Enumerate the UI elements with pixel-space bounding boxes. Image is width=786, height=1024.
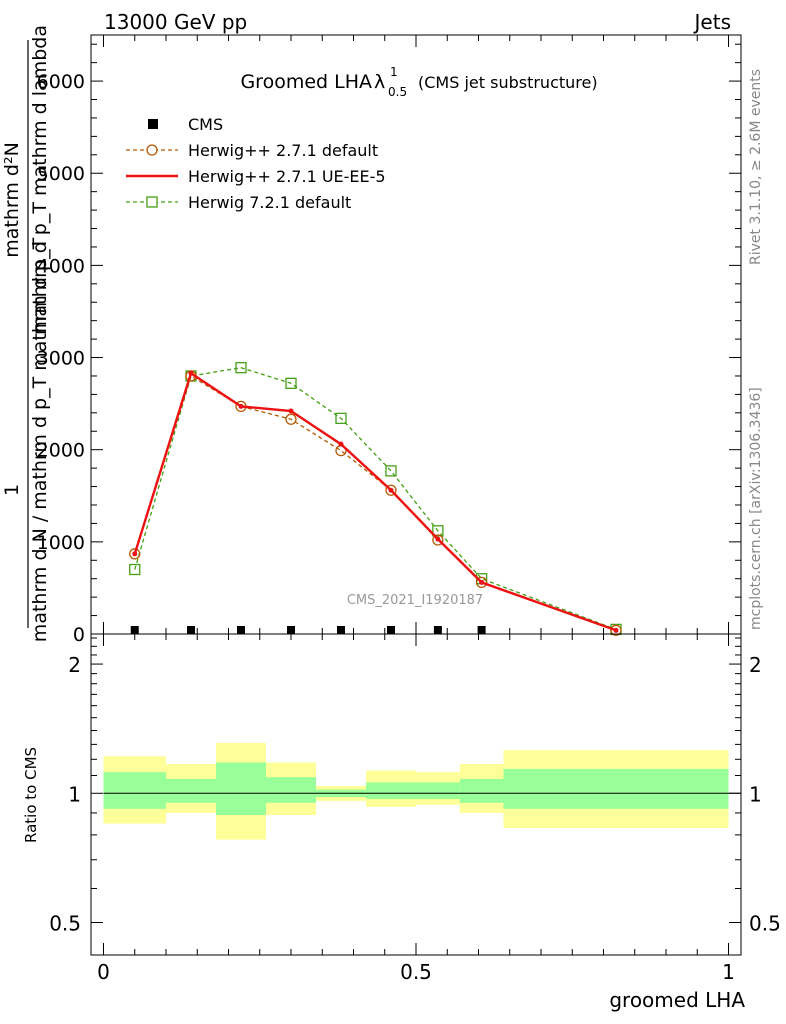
cms-data-point [187,626,195,634]
cms-data-point [130,626,139,634]
energy-label: 13000 GeV pp [104,10,247,34]
ratio-y-tick-labels: 0.5 0.5 1 1 2 2 [49,653,781,935]
series-marker-square [285,377,297,389]
x-tick-label: 1 [722,960,735,984]
series-marker-dot [288,408,294,414]
series-marker-square [129,563,141,576]
cms-data-point [433,626,442,634]
ratio-y-tick-label-right: 0.5 [749,911,781,935]
plot-title-sub: 0.5 [388,85,407,99]
y-axis-label-den: mathrm d N / mathrm d p_T mathrm d p_T [29,237,51,642]
plot-title-suffix: (CMS jet substructure) [418,73,598,92]
y-tick-label: 1000 [37,532,85,554]
x-tick-label: 0.5 [400,960,432,984]
y-tick-label: 0 [73,624,85,646]
ratio-y-tick-label-right: 1 [749,782,762,806]
legend-circle-marker [146,144,158,156]
legend-square-marker [146,196,158,208]
ratio-y-tick-label-left: 1 [68,782,81,806]
series-marker-dot [188,370,194,376]
category-label: Jets [693,10,731,34]
ratio-y-tick-label-right: 2 [749,653,762,677]
ratio-inner-band [216,762,266,816]
main-panel-ticks [91,35,741,635]
series-marker-square [235,362,247,374]
ratio-inner-band [416,782,460,799]
y-axis-label-num: 1 [1,484,23,496]
series-marker-dot [479,579,485,585]
y-axis-label-line2: mathrm d p_T mathrm d lambda [29,25,51,335]
x-tick-labels: 0 0.5 1 [97,960,735,984]
legend-label: CMS [188,115,223,134]
series-marker-circle [129,548,141,560]
series-marker-square [335,412,347,425]
legend-label: Herwig++ 2.7.1 UE-EE-5 [188,167,386,186]
mcplots-label: mcplots.cern.ch [arXiv:1306.3436] [748,387,764,630]
series-line [134,367,617,631]
series-marker-square [432,525,444,537]
series-marker-circle [432,534,444,546]
ratio-inner-band [266,777,316,803]
series-marker-circle [475,576,488,589]
ratio-inner-band [503,768,729,809]
series-marker-circle [285,413,297,425]
ratio-inner-band [166,778,216,803]
x-tick-label: 0 [97,960,110,984]
plot-title-sup: 1 [390,65,398,79]
series-marker-circle [610,624,622,636]
legend-cms-marker [148,119,158,129]
plot-title-main: Groomed LHA [240,71,372,93]
ratio-y-axis-label: Ratio to CMS [22,747,40,843]
ratio-y-tick-label-left: 2 [68,653,81,677]
cms-data-point [337,626,345,634]
series-marker-dot [388,487,394,493]
legend-label: Herwig 7.2.1 default [188,193,351,212]
series-marker-dot [238,403,244,409]
rivet-version-label: Rivet 3.1.10, ≥ 2.6M events [748,69,764,265]
cms-data-point [287,626,295,634]
plot-title: Groomed LHA λ 1 0.5 (CMS jet substructur… [240,65,597,99]
cms-data-point [477,626,486,634]
ratio-inner-band [459,778,504,803]
ratio-inner-band [366,782,416,799]
ratio-bands-group [103,742,741,840]
main-y-tick-labels: 0 1000 2000 3000 4000 5000 6000 [37,71,85,646]
series-marker-circle [385,484,397,496]
y-axis-label: mathrm d²N mathrm d p_T mathrm d lambda … [1,25,51,642]
y-tick-label: 2000 [37,440,85,462]
ratio-inner-band [103,772,166,809]
y-tick-label: 3000 [37,348,85,370]
y-tick-label: 5000 [37,163,85,185]
y-tick-label: 6000 [37,71,85,93]
legend: CMS Herwig++ 2.7.1 default Herwig++ 2.7.1 … [126,115,386,212]
series-line [133,371,617,632]
series-marker-dot [132,551,138,557]
series-marker-dot [613,627,619,633]
series-marker-square [385,465,397,477]
y-axis-label-line1: mathrm d²N [1,142,23,258]
ratio-panel-ticks [91,634,741,955]
legend-label: Herwig++ 2.7.1 default [188,141,378,160]
x-axis-label: groomed LHA [609,988,745,1012]
plot-title-lambda: λ [374,71,385,93]
series-marker-dot [435,536,441,542]
cms-data-point [237,626,245,634]
analysis-watermark: CMS_2021_I1920187 [347,593,483,608]
ratio-y-tick-label-left: 0.5 [49,911,81,935]
series-marker-dot [338,441,344,447]
y-tick-label: 4000 [37,255,85,277]
cms-data-point [387,626,395,634]
